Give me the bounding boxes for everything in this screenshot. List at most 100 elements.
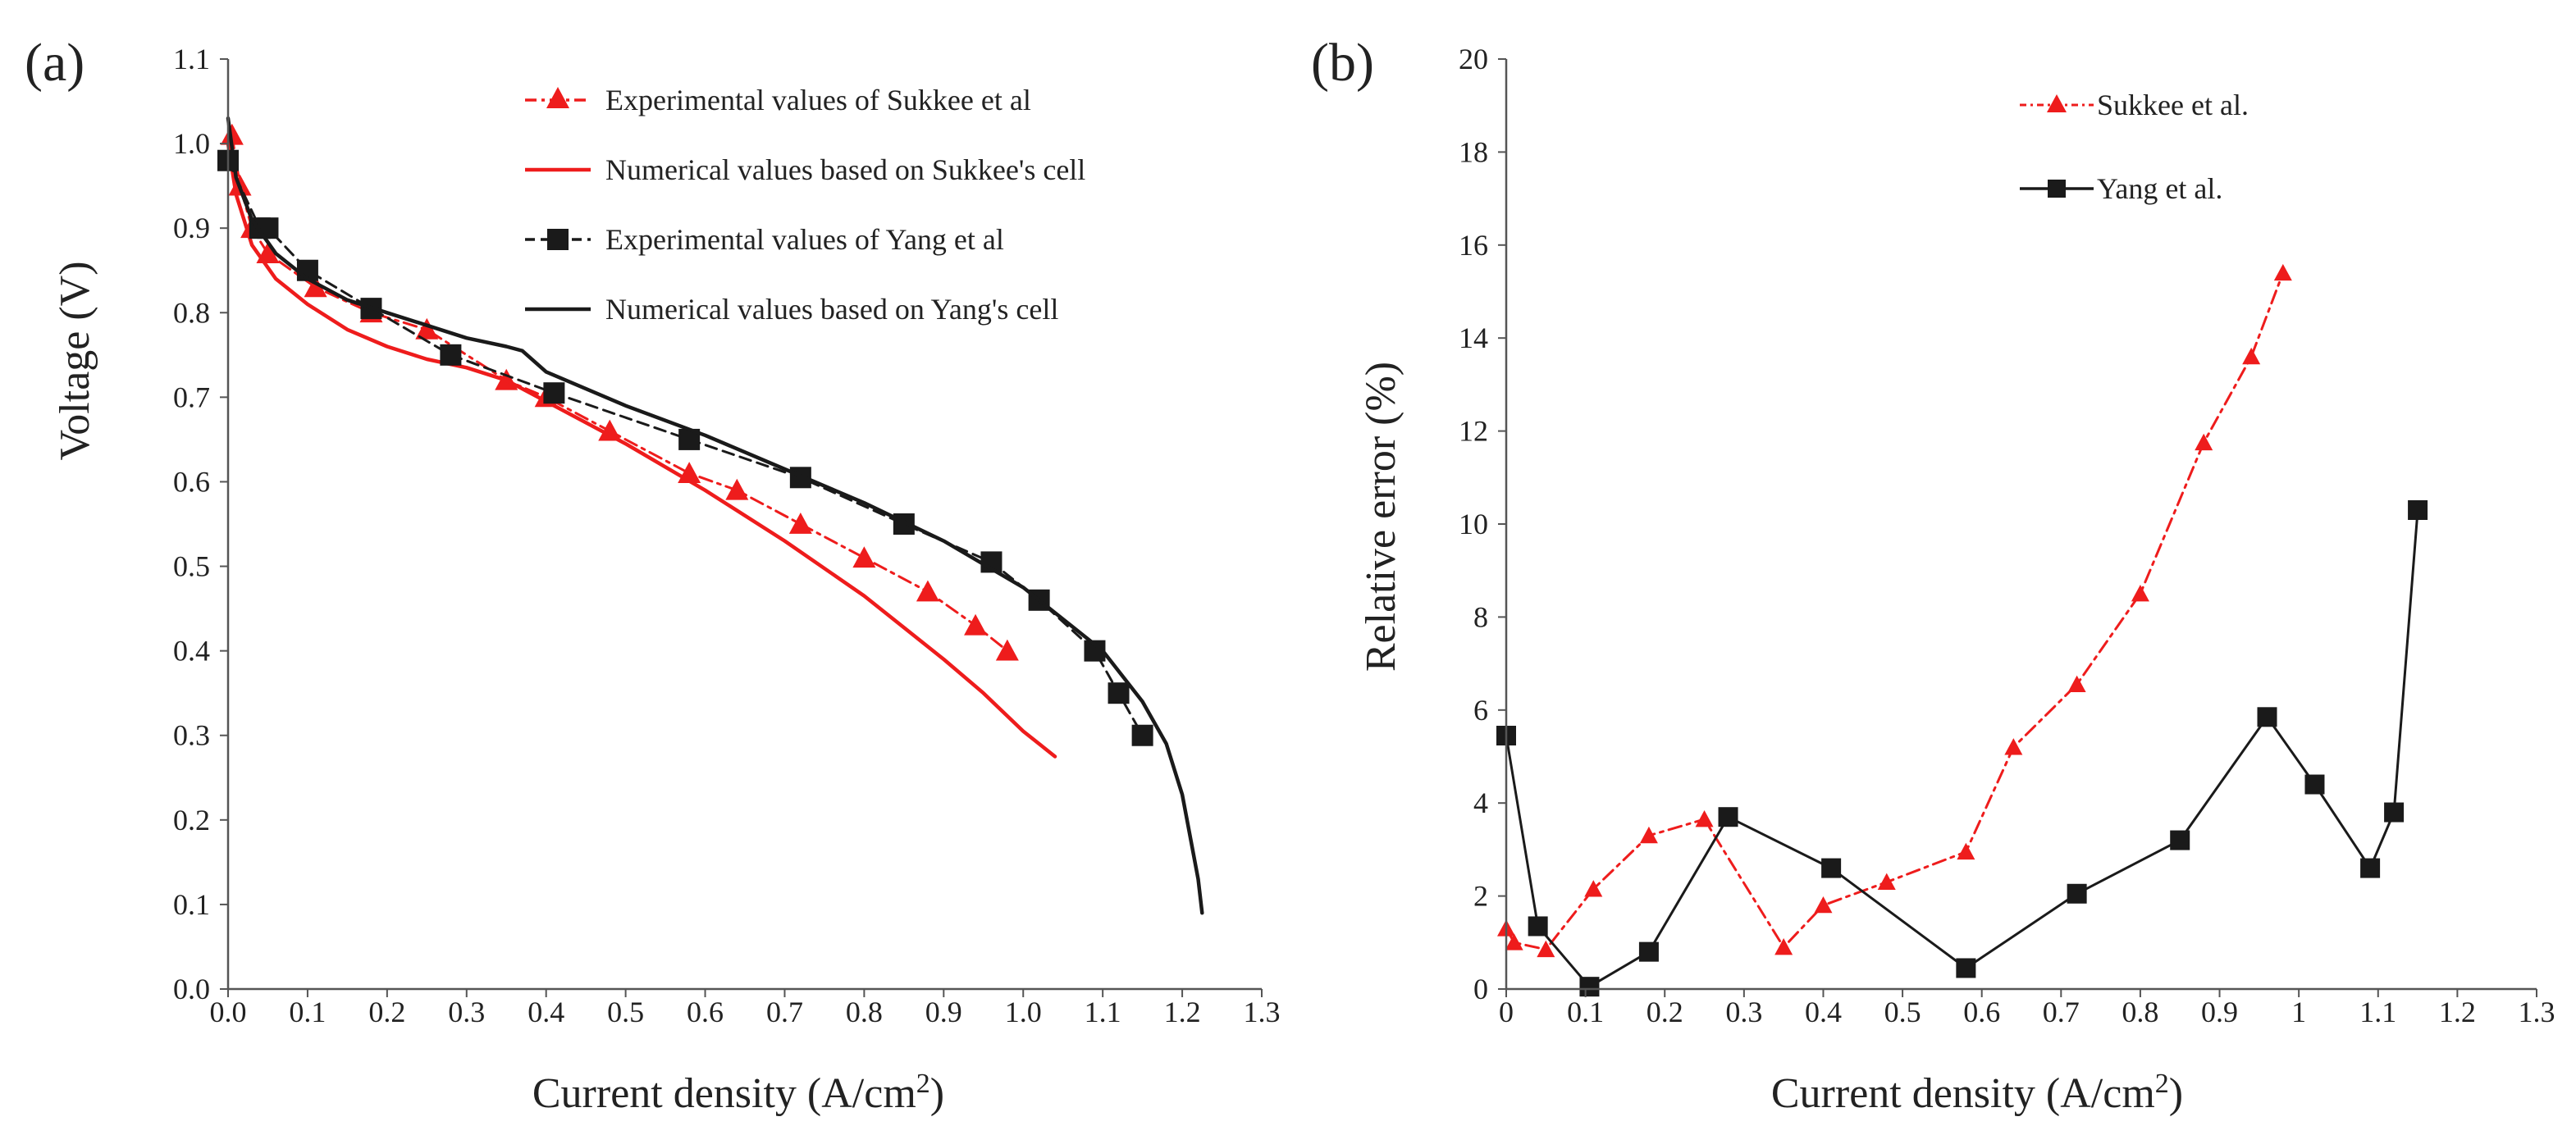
data-point-triangle xyxy=(2067,675,2086,692)
data-point-triangle xyxy=(1505,933,1523,950)
legend-item-yang: Yang et al. xyxy=(2020,172,2222,205)
data-point-triangle xyxy=(995,639,1019,661)
data-point-square xyxy=(1718,807,1738,827)
data-point-square xyxy=(257,217,279,239)
data-point-square xyxy=(1108,682,1130,704)
chart-panel-b: (b) 0 0.1 0.2 0.3 0.4 0.5 0.6 0.7 0.8 0.9 1 1.1 1.2 1… xyxy=(1311,33,2555,1117)
legend-label: Sukkee et al. xyxy=(2097,89,2249,121)
y-tick-label: 4 xyxy=(1473,786,1488,819)
data-point-square xyxy=(1579,977,1600,997)
y-tick-label: 0.9 xyxy=(173,212,210,244)
x-tick-label: 0.5 xyxy=(607,996,644,1028)
x-tick-label: 0.3 xyxy=(448,996,485,1028)
legend-triangle-marker xyxy=(546,87,569,108)
data-point-triangle xyxy=(304,276,327,298)
data-point-triangle xyxy=(1639,826,1658,844)
x-tick-label: 0.1 xyxy=(289,996,326,1028)
y-tick-label: 0.2 xyxy=(173,804,210,836)
data-point-triangle xyxy=(2273,263,2292,281)
data-point-triangle xyxy=(964,613,988,636)
y-tick-label: 8 xyxy=(1473,600,1488,633)
x-axis-label-a: Current density (A/cm2) xyxy=(532,1069,944,1117)
data-point-square xyxy=(1956,958,1976,978)
axes-b: 0 0.1 0.2 0.3 0.4 0.5 0.6 0.7 0.8 0.9 1 1.1 1.2 1.3 0 2… xyxy=(1459,43,2555,1028)
data-point-square xyxy=(2170,830,2190,850)
y-tick-label: 0.0 xyxy=(173,973,210,1005)
x-tick-label: 0.8 xyxy=(2122,996,2158,1028)
x-tick-label: 0.6 xyxy=(687,996,724,1028)
x-tick-label: 0.6 xyxy=(1963,996,2000,1028)
x-tick-label: 0.7 xyxy=(766,996,803,1028)
x-tick-label: 1.1 xyxy=(2359,996,2396,1028)
data-point-square xyxy=(2384,802,2405,823)
y-tick-label: 1.0 xyxy=(173,127,210,160)
x-tick-label: 1.1 xyxy=(1085,996,1121,1028)
data-point-triangle xyxy=(788,513,812,534)
data-point-triangle xyxy=(1695,810,1714,827)
legend-item-sukkee-num: Numerical values based on Sukkee's cell xyxy=(525,153,1085,186)
panel-label-a: (a) xyxy=(25,33,84,93)
x-tick-label: 0 xyxy=(1499,996,1514,1028)
x-tick-label: 0.8 xyxy=(846,996,883,1028)
legend-item-sukkee-exp: Experimental values of Sukkee et al xyxy=(525,84,1031,116)
series-line-yang-et-al xyxy=(1505,508,2419,988)
data-point-triangle xyxy=(2242,347,2261,365)
x-tick-label: 1.2 xyxy=(1164,996,1201,1028)
y-tick-label: 14 xyxy=(1459,321,1488,354)
data-point-square xyxy=(2304,774,2325,795)
y-tick-label: 6 xyxy=(1473,694,1488,727)
y-tick-label: 18 xyxy=(1459,135,1488,168)
data-point-triangle xyxy=(1537,940,1555,958)
y-tick-label: 10 xyxy=(1459,508,1488,540)
x-tick-label: 0.2 xyxy=(368,996,405,1028)
series-layer-a xyxy=(217,116,1204,915)
x-tick-label: 0.3 xyxy=(1725,996,1762,1028)
y-tick-label: 16 xyxy=(1459,229,1488,262)
series-layer-b xyxy=(1496,263,2428,997)
legend-label: Experimental values of Yang et al xyxy=(605,223,1004,256)
y-tick-label: 0.8 xyxy=(173,296,210,329)
y-tick-label: 0.1 xyxy=(173,888,210,921)
data-point-triangle xyxy=(1584,880,1603,897)
data-point-triangle xyxy=(725,478,749,500)
y-tick-label: 0.6 xyxy=(173,465,210,498)
legend-square-marker xyxy=(547,229,569,250)
y-tick-label: 0.3 xyxy=(173,719,210,752)
data-point-square xyxy=(1131,724,1153,746)
legend-item-sukkee: Sukkee et al. xyxy=(2020,89,2249,121)
x-tick-label: 0.9 xyxy=(2201,996,2238,1028)
x-tick-label: 1.3 xyxy=(2519,996,2555,1028)
axes-a: 0.0 0.1 0.2 0.3 0.4 0.5 0.6 0.7 0.8 0.9 1.0 1.1 1.2 1… xyxy=(173,43,1281,1028)
x-tick-label: 0.7 xyxy=(2043,996,2080,1028)
x-tick-label: 1 xyxy=(2291,996,2306,1028)
data-point-triangle xyxy=(1957,842,1975,860)
y-tick-label: 2 xyxy=(1473,880,1488,913)
data-point-triangle xyxy=(598,419,622,441)
data-point-square xyxy=(2408,499,2428,520)
y-tick-label: 0.4 xyxy=(173,635,210,668)
series-line-experimental-values-of-sukkee-et-al xyxy=(231,134,1009,653)
series-line-numerical-values-based-on-sukkee-s-cell xyxy=(226,141,1057,759)
data-point-square xyxy=(543,382,565,404)
x-tick-label: 0.0 xyxy=(210,996,247,1028)
data-point-square xyxy=(2067,883,2087,904)
legend-item-yang-exp: Experimental values of Yang et al xyxy=(525,223,1004,256)
data-point-square xyxy=(440,344,462,366)
x-tick-label: 0.5 xyxy=(1884,996,1921,1028)
data-point-square xyxy=(2360,858,2381,878)
x-tick-label: 0.1 xyxy=(1567,996,1604,1028)
data-point-triangle xyxy=(415,317,439,340)
chart-panel-a: (a) 0.0 0.1 0.2 0.3 0.4 0.5 0.6 0.7 0.8 0.9 1.0 1.1… xyxy=(25,33,1281,1117)
y-axis-label-a: Voltage (V) xyxy=(52,261,98,460)
legend-square-marker xyxy=(2048,180,2066,198)
data-point-triangle xyxy=(1877,873,1896,890)
legend-a: Experimental values of Sukkee et al Nume… xyxy=(525,84,1085,326)
data-point-square xyxy=(1528,916,1548,937)
x-axis-label-b: Current density (A/cm2) xyxy=(1771,1069,2183,1117)
y-tick-label: 0 xyxy=(1473,973,1488,1005)
x-tick-label: 1.0 xyxy=(1005,996,1042,1028)
data-point-triangle xyxy=(1774,937,1793,955)
series-line-numerical-values-based-on-yang-s-cell xyxy=(226,116,1204,915)
data-point-square xyxy=(1821,858,1842,878)
